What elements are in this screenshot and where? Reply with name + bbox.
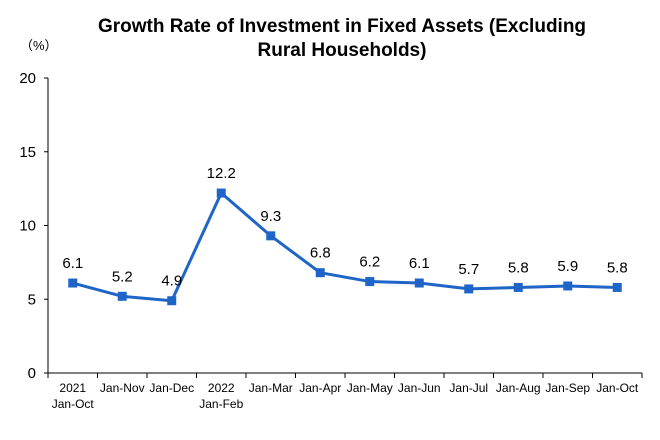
axes: 0 5 10 15 20 2021 Jan-Oct Jan-Nov Jan-Dec 2022 Jan… [19,70,643,411]
x-tick-label: Jan-Oct [596,381,639,395]
y-tick-label: 0 [28,365,36,382]
data-point-marker [68,278,78,288]
data-label: 6.2 [359,254,380,271]
x-tick-label: 2022 [208,381,235,395]
data-label: 5.8 [607,259,628,276]
data-point-marker [563,281,573,291]
data-point-marker [464,284,474,294]
data-point-marker [216,188,226,198]
x-tick-label: Jan-Sep [545,381,590,395]
data-series: 6.1 5.2 4.9 12.2 9.3 6.8 6.2 6.1 5.7 5.8 5.9 5.8 [62,165,628,306]
y-axis-unit-label: （%） [20,38,58,53]
x-tick-label: Jan-Dec [149,381,194,395]
chart-title-line-1: Growth Rate of Investment in Fixed Asset… [98,16,586,37]
y-tick-label: 5 [28,291,36,308]
data-point-marker [513,282,523,292]
data-point-marker [315,268,325,278]
y-tick-label: 15 [19,144,36,161]
x-tick-label: Jan-Nov [100,381,145,395]
data-point-marker [414,278,424,288]
y-tick-label: 10 [19,218,36,235]
data-point-marker [365,277,375,287]
data-point-marker [117,291,127,301]
x-tick-label: Jan-May [347,381,393,395]
x-tick-label: Jan-Jun [398,381,441,395]
x-tick-label: Jan-Jul [449,381,488,395]
data-label: 9.3 [260,208,281,225]
data-point-marker [167,296,177,306]
data-point-marker [266,231,276,241]
data-label: 5.7 [458,261,479,278]
y-tick-label: 20 [19,70,36,87]
series-line [72,191,618,303]
x-tick-label: Jan-Aug [496,381,541,395]
x-tick-label: Jan-Oct [52,397,95,411]
x-tick-label: Jan-Apr [299,381,341,395]
data-label: 6.1 [409,255,430,272]
data-label: 4.9 [161,273,182,290]
data-point-marker [612,282,622,292]
data-label: 5.9 [557,258,578,275]
x-tick-label: Jan-Mar [249,381,293,395]
x-tick-label: Jan-Feb [199,397,243,411]
data-label: 12.2 [207,165,236,182]
x-tick-label: 2021 [59,381,86,395]
data-label: 5.2 [112,268,133,285]
data-label: 5.8 [508,259,529,276]
data-label: 6.1 [62,255,83,272]
chart-title-line-2: Rural Households) [258,40,427,61]
data-label: 6.8 [310,245,331,262]
